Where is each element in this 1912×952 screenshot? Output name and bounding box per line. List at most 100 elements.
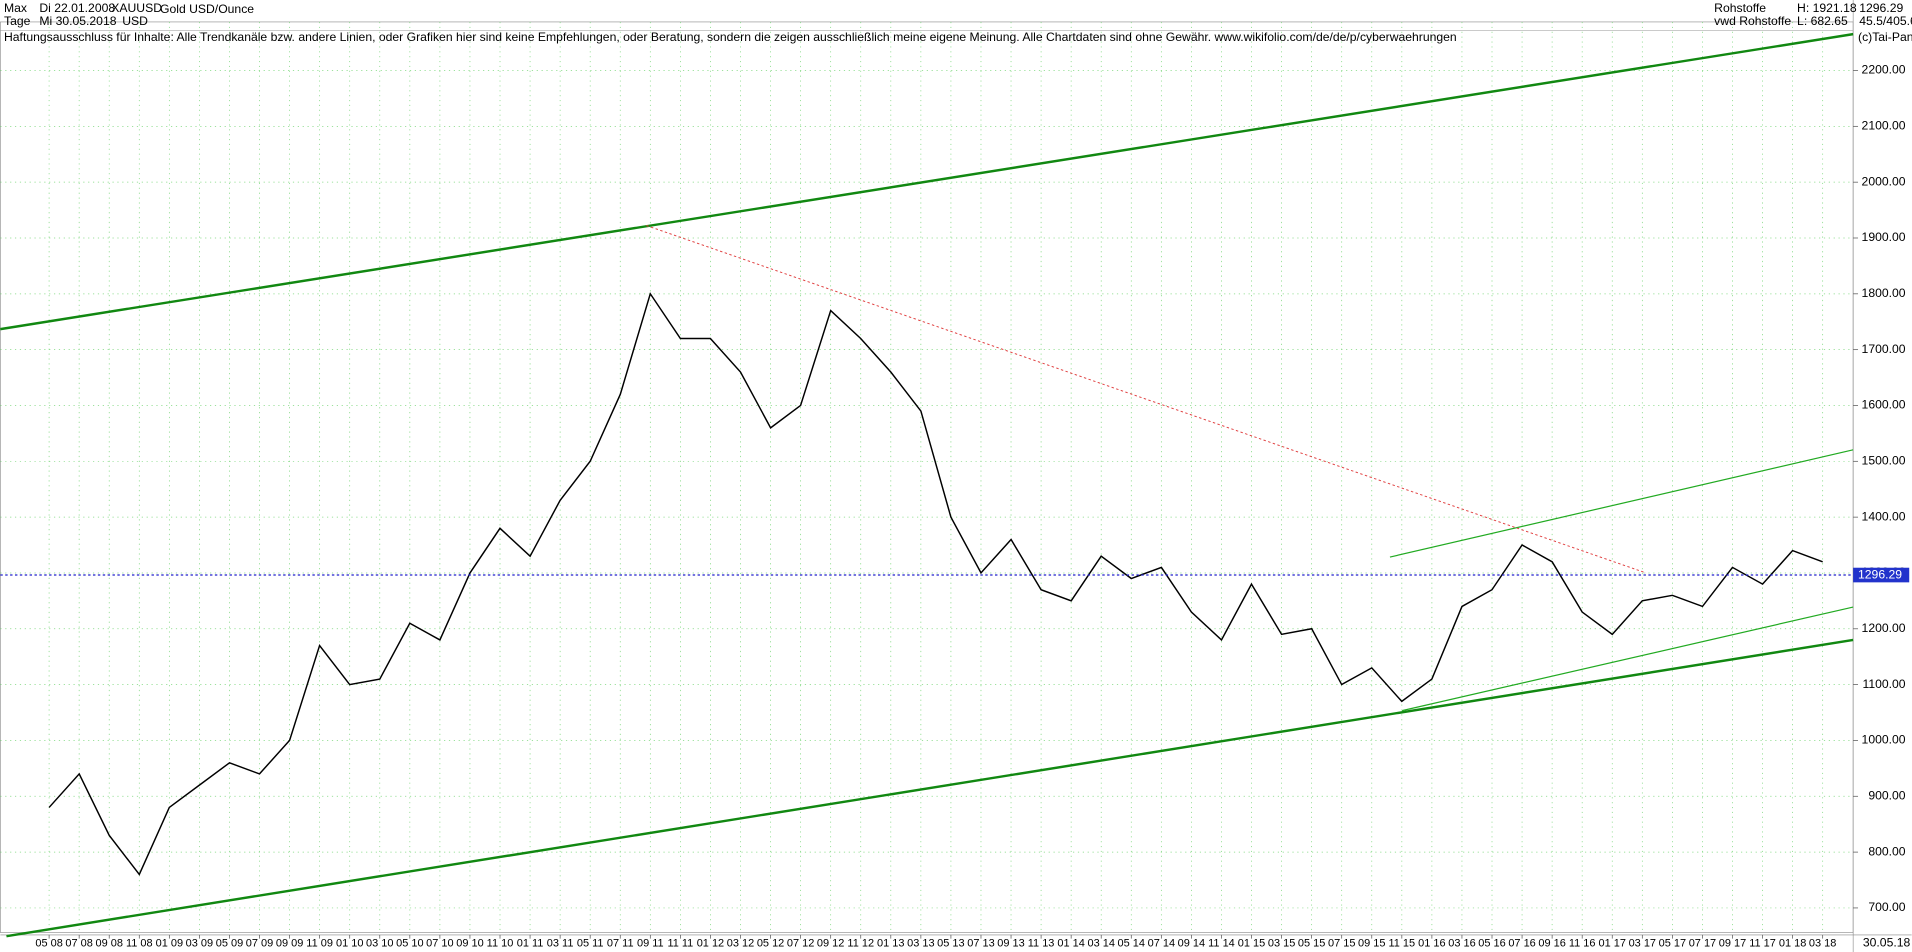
scale-info: 45.5/405.6 xyxy=(1859,14,1912,28)
x-tick-label: 11 10 xyxy=(487,937,514,949)
x-tick-label: 05 11 xyxy=(577,937,604,949)
trend-line xyxy=(1389,449,1854,558)
x-tick-label: 05 17 xyxy=(1659,937,1686,949)
x-tick-label: 01 10 xyxy=(336,937,363,949)
y-tick-label: 900.00 xyxy=(1868,788,1905,802)
end-date: Mi 30.05.2018 xyxy=(39,14,116,28)
source: vwd Rohstoffe xyxy=(1714,14,1791,28)
x-tick-label: 09 14 xyxy=(1178,937,1205,949)
x-tick-label: 11 16 xyxy=(1569,937,1596,949)
last-date: 30.05.18 xyxy=(1863,936,1911,950)
x-tick-label: 09 09 xyxy=(276,937,303,949)
price-line xyxy=(48,292,1823,876)
y-tick-label: 2200.00 xyxy=(1862,63,1906,77)
symbol: XAUUSD xyxy=(111,1,162,15)
x-tick-label: 05 12 xyxy=(757,937,784,949)
x-tick-label: 07 10 xyxy=(426,937,453,949)
copyright: (c)Tai-Pan xyxy=(1858,30,1912,44)
y-tick-label: 1600.00 xyxy=(1862,398,1906,412)
currency: USD xyxy=(122,14,148,28)
x-tick-label: 03 12 xyxy=(727,937,754,949)
x-tick-label: 07 13 xyxy=(967,937,994,949)
x-tick-label: 07 08 xyxy=(65,937,92,949)
y-tick-label: 700.00 xyxy=(1868,900,1905,914)
x-tick-label: 01 16 xyxy=(1418,937,1445,949)
y-tick-label: 800.00 xyxy=(1868,844,1905,858)
x-tick-label: 11 14 xyxy=(1208,937,1235,949)
y-tick-label: 1400.00 xyxy=(1862,509,1906,523)
x-tick-label: 03 18 xyxy=(1809,937,1836,949)
x-tick-label: 09 17 xyxy=(1719,937,1746,949)
last-price-label: 1296.29 xyxy=(1858,567,1902,581)
x-tick-label: 07 12 xyxy=(787,937,814,949)
x-tick-label: 03 09 xyxy=(186,937,213,949)
x-tick-label: 09 10 xyxy=(456,937,483,949)
x-tick-label: 11 17 xyxy=(1749,937,1776,949)
period-label: Tage xyxy=(4,14,31,28)
x-tick-label: 05 14 xyxy=(1118,937,1145,949)
y-tick-label: 2100.00 xyxy=(1862,119,1906,133)
chart-title: Gold USD/Ounce xyxy=(160,2,254,16)
x-tick-label: 07 15 xyxy=(1328,937,1355,949)
y-tick-label: 1700.00 xyxy=(1862,342,1906,356)
x-tick-label: 01 09 xyxy=(156,937,183,949)
x-tick-label: 05 13 xyxy=(937,937,964,949)
grid xyxy=(0,21,1854,933)
x-tick-label: 09 16 xyxy=(1538,937,1565,949)
disclaimer: Haftungsausschluss für Inhalte: Alle Tre… xyxy=(4,30,1457,44)
x-tick-label: 03 11 xyxy=(547,937,574,949)
trend-line xyxy=(646,225,1647,574)
x-tick-label: 07 11 xyxy=(607,937,634,949)
start-date: Di 22.01.2008 xyxy=(39,1,115,15)
high-label: H: 1921.18 xyxy=(1797,1,1857,15)
x-tick-label: 03 14 xyxy=(1087,937,1114,949)
trend-line xyxy=(0,32,1854,331)
x-tick-label: 01 12 xyxy=(697,937,724,949)
range-label: Max xyxy=(4,1,27,15)
x-tick-label: 05 16 xyxy=(1478,937,1505,949)
x-tick-label: 05 09 xyxy=(216,937,243,949)
x-tick-label: 07 14 xyxy=(1148,937,1175,949)
x-tick-label: 09 11 xyxy=(637,937,664,949)
x-tick-label: 09 15 xyxy=(1358,937,1385,949)
y-tick-label: 1800.00 xyxy=(1862,286,1906,300)
y-tick-label: 2000.00 xyxy=(1862,174,1906,188)
trend-line xyxy=(1401,606,1854,712)
low-label: L: 682.65 xyxy=(1797,14,1848,28)
trend-line xyxy=(6,638,1854,938)
x-tick-label: 09 08 xyxy=(95,937,122,949)
group: Rohstoffe xyxy=(1714,1,1766,15)
x-tick-label: 07 16 xyxy=(1508,937,1535,949)
x-tick-label: 11 12 xyxy=(847,937,874,949)
x-tick-label: 01 11 xyxy=(517,937,544,949)
x-tick-label: 03 10 xyxy=(366,937,393,949)
y-tick-label: 1500.00 xyxy=(1862,454,1906,468)
y-tick-label: 1200.00 xyxy=(1862,621,1906,635)
last-price-box xyxy=(1853,567,1910,583)
x-tick-label: 03 16 xyxy=(1448,937,1475,949)
y-tick-label: 1000.00 xyxy=(1862,733,1906,747)
x-tick-label: 01 15 xyxy=(1238,937,1265,949)
plot-area xyxy=(0,21,1854,933)
y-tick-label: 1100.00 xyxy=(1862,677,1905,691)
x-tick-label: 03 17 xyxy=(1629,937,1656,949)
x-tick-label: 05 08 xyxy=(35,937,62,949)
x-tick-label: 11 09 xyxy=(306,937,333,949)
last-value-header: 1296.29 xyxy=(1859,1,1903,15)
marks xyxy=(0,292,1854,876)
x-tick-label: 07 09 xyxy=(246,937,273,949)
x-tick-label: 11 11 xyxy=(667,937,693,949)
x-tick-label: 07 17 xyxy=(1689,937,1716,949)
x-tick-label: 11 13 xyxy=(1028,937,1055,949)
x-tick-label: 01 17 xyxy=(1599,937,1626,949)
x-tick-label: 09 13 xyxy=(997,937,1024,949)
x-tick-label: 09 12 xyxy=(817,937,844,949)
x-tick-label: 11 08 xyxy=(126,937,153,949)
x-tick-label: 03 13 xyxy=(907,937,934,949)
x-tick-label: 05 15 xyxy=(1298,937,1325,949)
x-tick-label: 01 13 xyxy=(877,937,904,949)
x-tick-label: 05 10 xyxy=(396,937,423,949)
y-tick-label: 1900.00 xyxy=(1862,230,1906,244)
